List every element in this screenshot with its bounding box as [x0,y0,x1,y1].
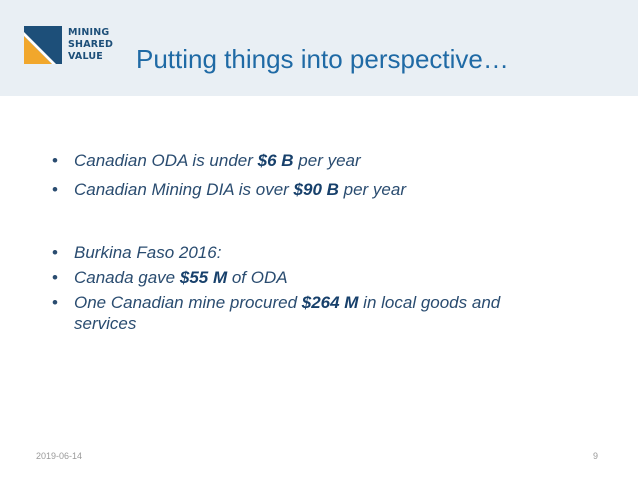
bullet-text-post: in local goods and services [74,293,501,333]
page-number: 9 [593,451,599,461]
bullet-item-dia: • Canadian Mining DIA is over $90 B per … [52,179,592,200]
bullet-text-post: of ODA [227,268,288,287]
bullet-amount: $90 B [293,180,339,199]
slide-header: MINING SHARED VALUE Putting things into … [0,0,638,96]
bullet-text-pre: One Canadian mine procured [74,293,302,312]
bullet-icon: • [52,268,58,287]
bullet-text-post: per year [293,151,361,170]
mining-shared-value-logo-icon [24,26,62,64]
bullet-icon: • [52,243,58,262]
logo-line-1: MINING [68,27,110,38]
bullet-icon: • [52,151,58,170]
bullet-amount: $264 M [301,293,359,312]
bullet-item-oda: • Canadian ODA is under $6 B per year [52,150,592,171]
bullet-list: • Canadian ODA is under $6 B per year • … [52,150,592,338]
bullet-item-mine-procured: • One Canadian mine procured $264 M in l… [52,292,544,334]
bullet-icon: • [52,180,58,199]
bullet-text-pre: Canada gave [74,268,180,287]
bullet-item-canada-gave: • Canada gave $55 M of ODA [52,267,592,288]
bullet-item-burkina: • Burkina Faso 2016: [52,242,592,263]
bullet-amount: $6 B [257,151,294,170]
bullet-text-pre: Canadian ODA is under [74,151,258,170]
slide-title: Putting things into perspective… [136,44,509,74]
logo-line-2: SHARED [68,39,114,50]
bullet-text-pre: Burkina Faso 2016: [74,243,222,262]
bullet-amount: $55 M [179,268,228,287]
logo-line-3: VALUE [68,51,103,62]
bullet-icon: • [52,293,58,312]
footer-date: 2019-06-14 [36,451,83,461]
bullet-text-pre: Canadian Mining DIA is over [74,180,294,199]
bullet-text-post: per year [338,180,406,199]
bullet-spacer [52,208,592,242]
logo-wordmark: MINING SHARED VALUE [68,27,113,63]
